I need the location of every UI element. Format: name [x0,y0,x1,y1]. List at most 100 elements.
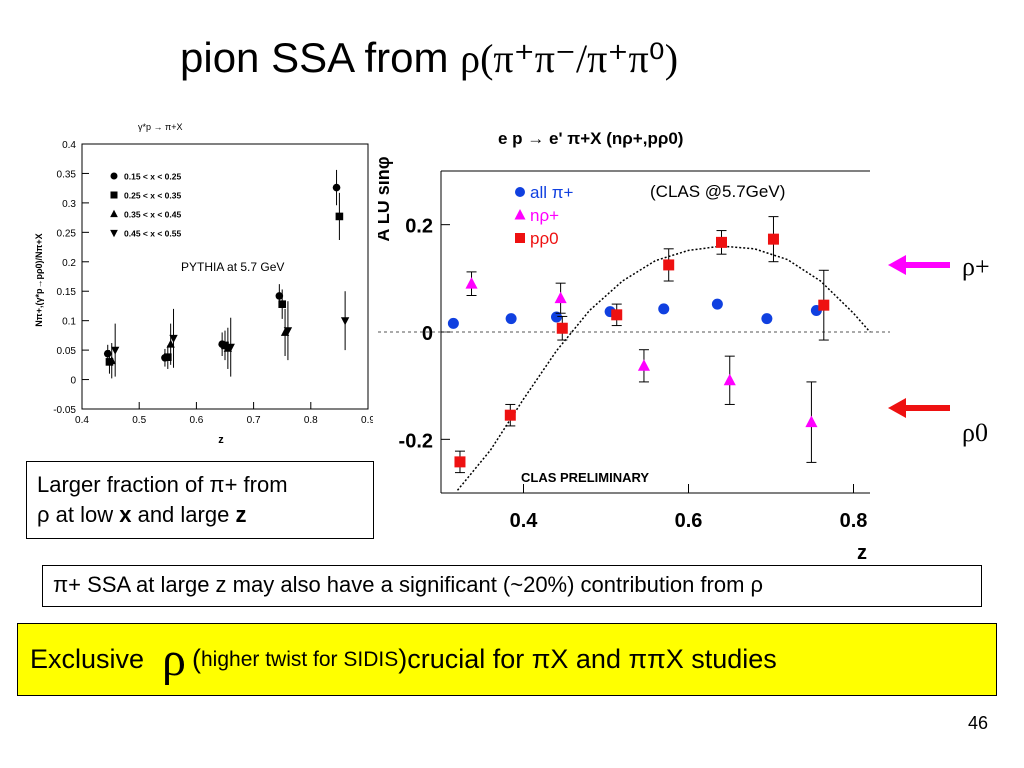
larger-fraction-note: Larger fraction of π+ from ρ at low x an… [26,461,374,539]
left-y-tick-label: -0.05 [53,405,76,416]
right-data-point [805,415,818,428]
left-y-tick-label: 0.1 [62,317,76,328]
right-x-tick-label: 0.4 [510,510,539,532]
right-data-point [761,313,773,325]
arrow-annotations [888,255,950,418]
higher-twist-note: higher twist for SIDIS [201,647,399,671]
left-data-point [280,327,290,336]
right-data-point [447,317,459,329]
left-data-point [103,349,112,358]
right-legend-label: nρ+ [530,206,559,225]
left-x-axis-label: z [218,434,224,446]
bold-x: x [119,502,132,527]
left-plot-frame [81,143,369,410]
title-prefix: pion SSA from [180,34,461,81]
bold-z: z [235,502,247,527]
right-chart-annotation: (CLAS @5.7GeV) [650,182,785,201]
left-y-tick-label: 0.2 [62,258,76,269]
left-data-point [164,353,172,361]
left-data-point [340,317,350,326]
left-x-tick-label: 0.6 [189,415,203,426]
right-data-point [637,359,650,371]
clas-chart: e p → e' π+X (nρ+,pρ0) 0.4 0.6 0.8 0.2 0 -0.2 z… [378,129,890,564]
left-data-point [332,183,341,192]
right-chart-title: e p → e' π+X (nρ+,pρ0) [498,129,683,148]
left-data-point [169,334,178,343]
right-data-point [767,233,779,245]
right-data-point [504,409,516,421]
left-y-tick-label: 0.35 [57,169,77,180]
right-y-tick-label: 0 [422,323,433,345]
right-y-tick-label: 0.2 [405,216,433,238]
left-legend-label: 0.15 < x < 0.25 [124,172,181,182]
page-number: 46 [967,713,988,733]
right-x-axis-label: z [857,542,867,564]
right-y-tick-label: -0.2 [399,430,433,452]
left-data-point [335,212,344,221]
left-x-tick-label: 0.5 [132,415,146,426]
left-data-point [110,346,120,355]
left-legend-marker [110,209,118,218]
rho-plus-arrow-head [888,255,906,275]
left-legend-label: 0.25 < x < 0.35 [124,191,181,201]
clas-preliminary-watermark: CLAS PRELIMINARY [521,470,649,485]
rho-plus-label: ρ+ [962,252,990,281]
right-legend-label: all π+ [530,183,573,202]
right-legend-label: pρ0 [530,229,559,248]
paren-open: ( [192,644,201,674]
paren-close: ) [398,644,408,674]
right-legend-marker [515,233,525,243]
larger-fraction-line2: ρ at low x and large z [37,500,363,530]
left-x-tick-label: 0.9 [361,415,373,426]
left-legend-marker [110,229,118,238]
left-data-point [107,356,116,365]
left-legend-marker [110,172,118,180]
right-data-point [551,311,562,323]
big-rho-symbol: ρ [162,633,186,686]
left-x-tick-label: 0.8 [304,415,318,426]
left-x-tick-label: 0.4 [75,415,89,426]
right-data-point [554,291,567,304]
exclusive-rho-highlight: Exclusive ρ (higher twist for SIDIS) cru… [17,623,997,696]
left-y-tick-label: 0.4 [62,140,76,151]
rho-zero-arrow-head [888,398,906,418]
left-chart-title: γ*p → π+X [138,122,182,132]
right-data-point [454,456,466,468]
right-data-point [556,322,568,334]
pythia-chart: γ*p → π+X 0.4 0.5 0.6 0.7 0.8 0.9 -0.05 0 0.05 0.1… [34,122,373,446]
ssa-contribution-note: π+ SSA at large z may also have a signif… [42,565,982,607]
right-data-point [611,309,623,321]
left-data-point [221,341,229,350]
line2-mid: and large [131,502,236,527]
right-x-tick-label: 0.6 [675,510,703,532]
left-y-axis-label: Nπ+,(γ*p→pρ0)/Nπ+X [34,233,44,326]
right-x-tick-label: 0.8 [840,510,868,532]
right-data-point [711,298,723,310]
right-data-point [723,373,736,386]
right-legend-marker [515,187,525,197]
title-formula: ρ(π⁺π⁻/π⁺π⁰) [460,36,679,81]
left-y-tick-label: 0.25 [57,228,77,239]
left-y-tick-label: 0.3 [62,199,76,210]
left-data-point [166,339,175,348]
left-legend-label: 0.35 < x < 0.45 [124,210,181,220]
fit-curve [456,245,871,491]
page-title: pion SSA from ρ(π⁺π⁻/π⁺π⁰) [180,34,678,82]
larger-fraction-line1: Larger fraction of π+ from [37,472,288,497]
right-y-axis-label: A LU sinφ [378,156,393,241]
left-y-tick-label: 0.15 [57,287,77,298]
right-data-point [818,299,830,311]
left-y-tick-label: 0.05 [57,346,77,357]
right-legend-marker [514,209,526,220]
right-data-point [663,259,675,271]
right-data-point [465,277,478,289]
left-data-point [226,343,235,352]
left-chart-annotation: PYTHIA at 5.7 GeV [181,260,284,274]
left-y-tick-label: 0 [70,376,76,387]
line2-prefix: ρ at low [37,502,120,527]
right-data-point [658,303,670,315]
left-data-point [283,327,293,336]
left-x-tick-label: 0.7 [247,415,261,426]
exclusive-text: Exclusive [30,644,145,674]
rho-zero-label: ρ0 [962,418,988,447]
